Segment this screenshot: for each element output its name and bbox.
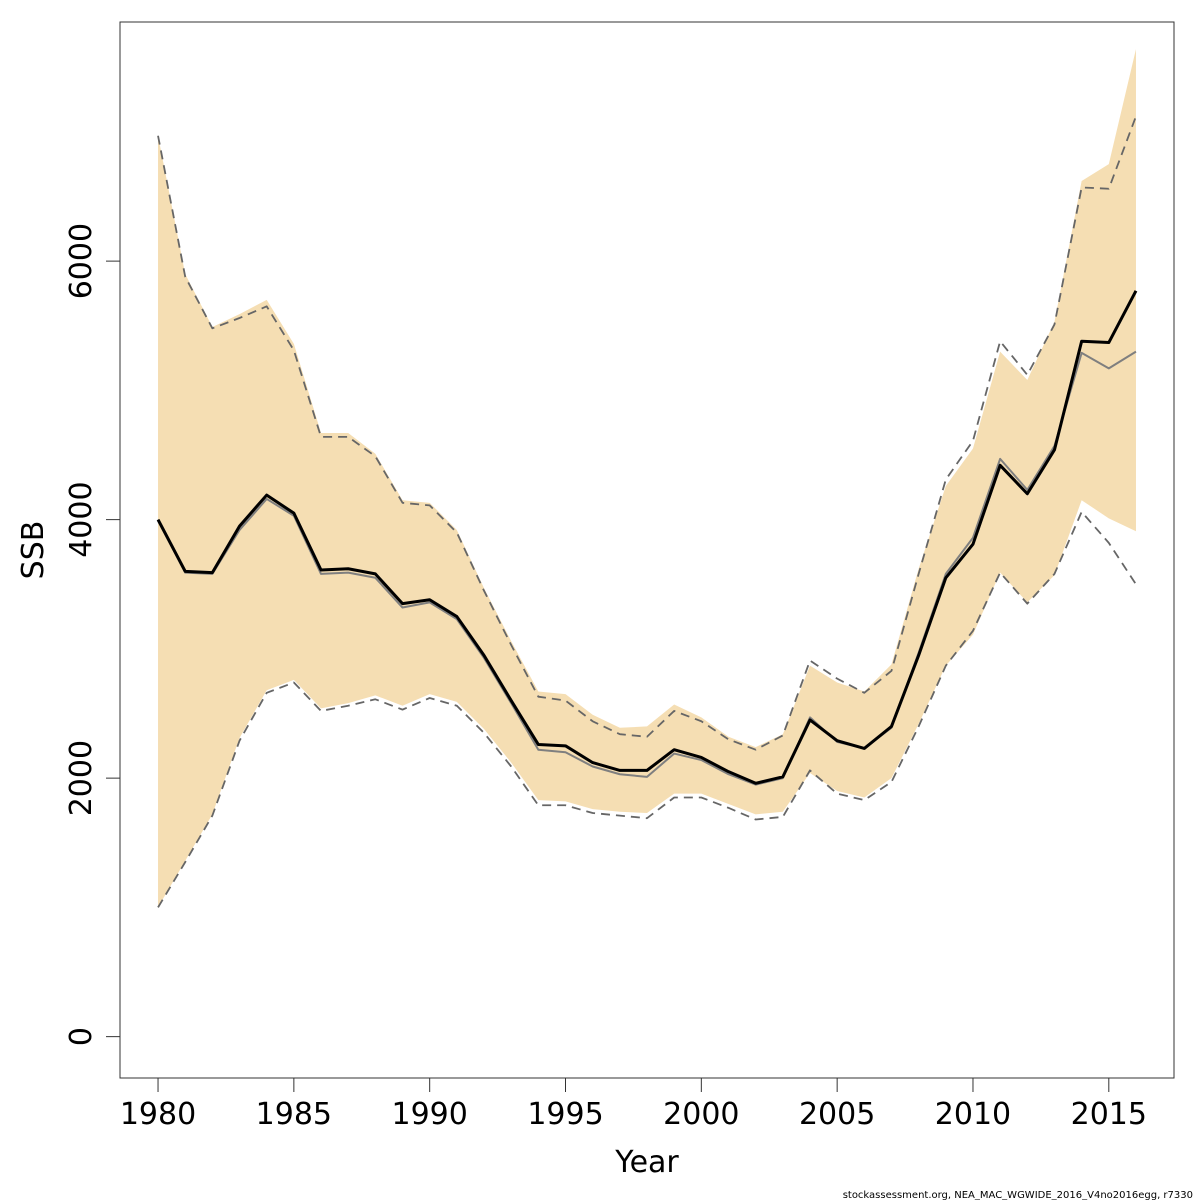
x-tick-label: 1985 bbox=[256, 1097, 332, 1132]
previous-ssb-line bbox=[157, 350, 1137, 786]
x-tick-label: 2000 bbox=[663, 1097, 739, 1132]
x-tick-label: 2015 bbox=[1071, 1097, 1147, 1132]
footnote: stockassessment.org, NEA_MAC_WGWIDE_2016… bbox=[843, 1190, 1193, 1200]
x-axis-title: Year bbox=[614, 1145, 679, 1180]
x-tick-label: 2010 bbox=[935, 1097, 1011, 1132]
previous-upper-ci-line bbox=[157, 116, 1137, 751]
previous-lower-ci-line bbox=[157, 510, 1137, 908]
confidence-band bbox=[158, 49, 1136, 908]
y-tick-label: 6000 bbox=[64, 223, 99, 299]
y-axis: 0 2000 4000 6000 bbox=[64, 223, 121, 1046]
x-tick-label: 1980 bbox=[120, 1097, 196, 1132]
current-ssb-line bbox=[156, 290, 1138, 785]
x-axis: 1980 1985 1990 1995 2000 2005 2010 2015 bbox=[120, 1077, 1147, 1132]
x-tick-label: 1995 bbox=[527, 1097, 603, 1132]
series-line-layer bbox=[156, 116, 1138, 908]
y-tick-label: 0 bbox=[64, 1027, 99, 1046]
y-tick-label: 2000 bbox=[64, 740, 99, 816]
y-axis-title: SSB bbox=[16, 521, 51, 580]
confidence-band-layer bbox=[158, 49, 1136, 908]
x-tick-label: 2005 bbox=[799, 1097, 875, 1132]
x-tick-label: 1990 bbox=[392, 1097, 468, 1132]
y-tick-label: 4000 bbox=[64, 481, 99, 557]
